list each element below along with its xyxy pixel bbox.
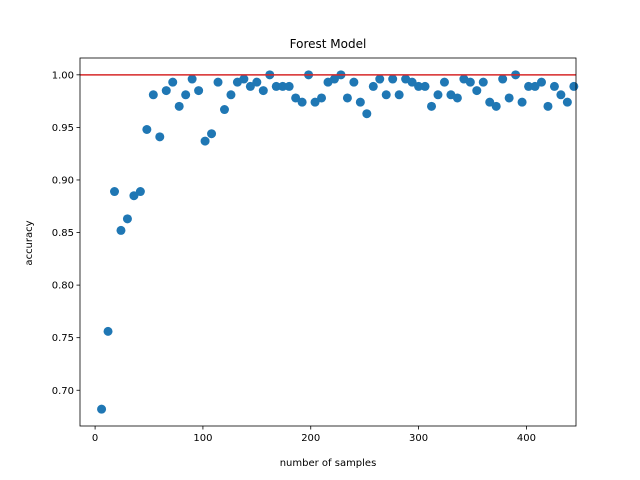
axes-frame	[79, 57, 577, 427]
data-point	[414, 81, 424, 91]
data-point	[284, 81, 294, 91]
x-axis-title: number of samples	[280, 458, 377, 469]
data-point	[278, 81, 288, 91]
data-point	[549, 81, 559, 91]
plot-area: 0 100 200 300 400 0.70 0.75 0.80 0.85 0.90 0.95 1.0…	[52, 57, 579, 444]
data-point	[213, 77, 223, 87]
data-point	[362, 109, 372, 119]
data-point	[452, 93, 462, 103]
data-point	[97, 404, 107, 414]
chart-title: Forest Model	[290, 37, 367, 51]
data-point	[239, 74, 249, 84]
data-point	[349, 77, 359, 87]
data-point	[258, 86, 268, 96]
data-point	[556, 90, 566, 100]
data-point	[420, 81, 430, 91]
y-tick-label: 0.75	[52, 333, 74, 344]
y-tick-label: 0.70	[52, 386, 74, 397]
data-point	[381, 90, 391, 100]
data-point	[368, 81, 378, 91]
data-point	[536, 77, 546, 87]
data-point	[103, 326, 113, 336]
x-tick-label: 0	[92, 433, 98, 444]
x-tick-label: 300	[409, 433, 428, 444]
data-point	[161, 86, 171, 96]
data-point	[388, 74, 398, 84]
y-tick-label: 0.80	[52, 281, 74, 292]
y-tick-label: 0.95	[52, 123, 74, 134]
data-point	[291, 93, 301, 103]
data-point	[135, 187, 145, 197]
y-tick-label: 0.85	[52, 228, 74, 239]
data-point	[407, 77, 417, 87]
data-point	[252, 77, 262, 87]
data-point	[517, 97, 527, 107]
data-point	[122, 214, 132, 224]
data-point	[543, 101, 553, 111]
data-point	[155, 132, 165, 142]
data-point	[181, 90, 191, 100]
data-point	[465, 77, 475, 87]
data-point	[394, 90, 404, 100]
data-point	[226, 90, 236, 100]
data-point	[200, 136, 210, 146]
data-point	[562, 97, 572, 107]
data-point	[297, 97, 307, 107]
data-point	[433, 90, 443, 100]
data-point	[427, 101, 437, 111]
data-point	[207, 129, 217, 139]
y-tick-label: 1.00	[52, 70, 74, 81]
data-point	[524, 81, 534, 91]
data-point	[245, 81, 255, 91]
data-point	[219, 105, 229, 115]
data-point	[478, 77, 488, 87]
data-point	[439, 77, 449, 87]
data-point	[271, 81, 281, 91]
x-tick-label: 400	[517, 433, 536, 444]
data-point	[110, 187, 120, 197]
data-point	[187, 74, 197, 84]
data-point	[569, 81, 579, 91]
data-point	[329, 74, 339, 84]
data-point	[174, 101, 184, 111]
data-point	[472, 86, 482, 96]
data-point	[168, 77, 178, 87]
y-axis-title: accuracy	[24, 220, 35, 265]
data-point	[375, 74, 385, 84]
x-tick-label: 200	[301, 433, 320, 444]
data-point	[491, 101, 501, 111]
data-point	[504, 93, 514, 103]
data-point	[142, 124, 152, 134]
data-point	[129, 191, 139, 201]
data-point	[194, 86, 204, 96]
data-point	[485, 97, 495, 107]
y-tick-label: 0.90	[52, 175, 74, 186]
data-point	[355, 97, 365, 107]
data-point	[498, 74, 508, 84]
data-point	[530, 81, 540, 91]
data-point	[317, 93, 327, 103]
data-point	[148, 90, 158, 100]
data-point	[342, 93, 352, 103]
data-point	[116, 225, 126, 235]
data-point	[310, 97, 320, 107]
x-tick-label: 100	[193, 433, 212, 444]
